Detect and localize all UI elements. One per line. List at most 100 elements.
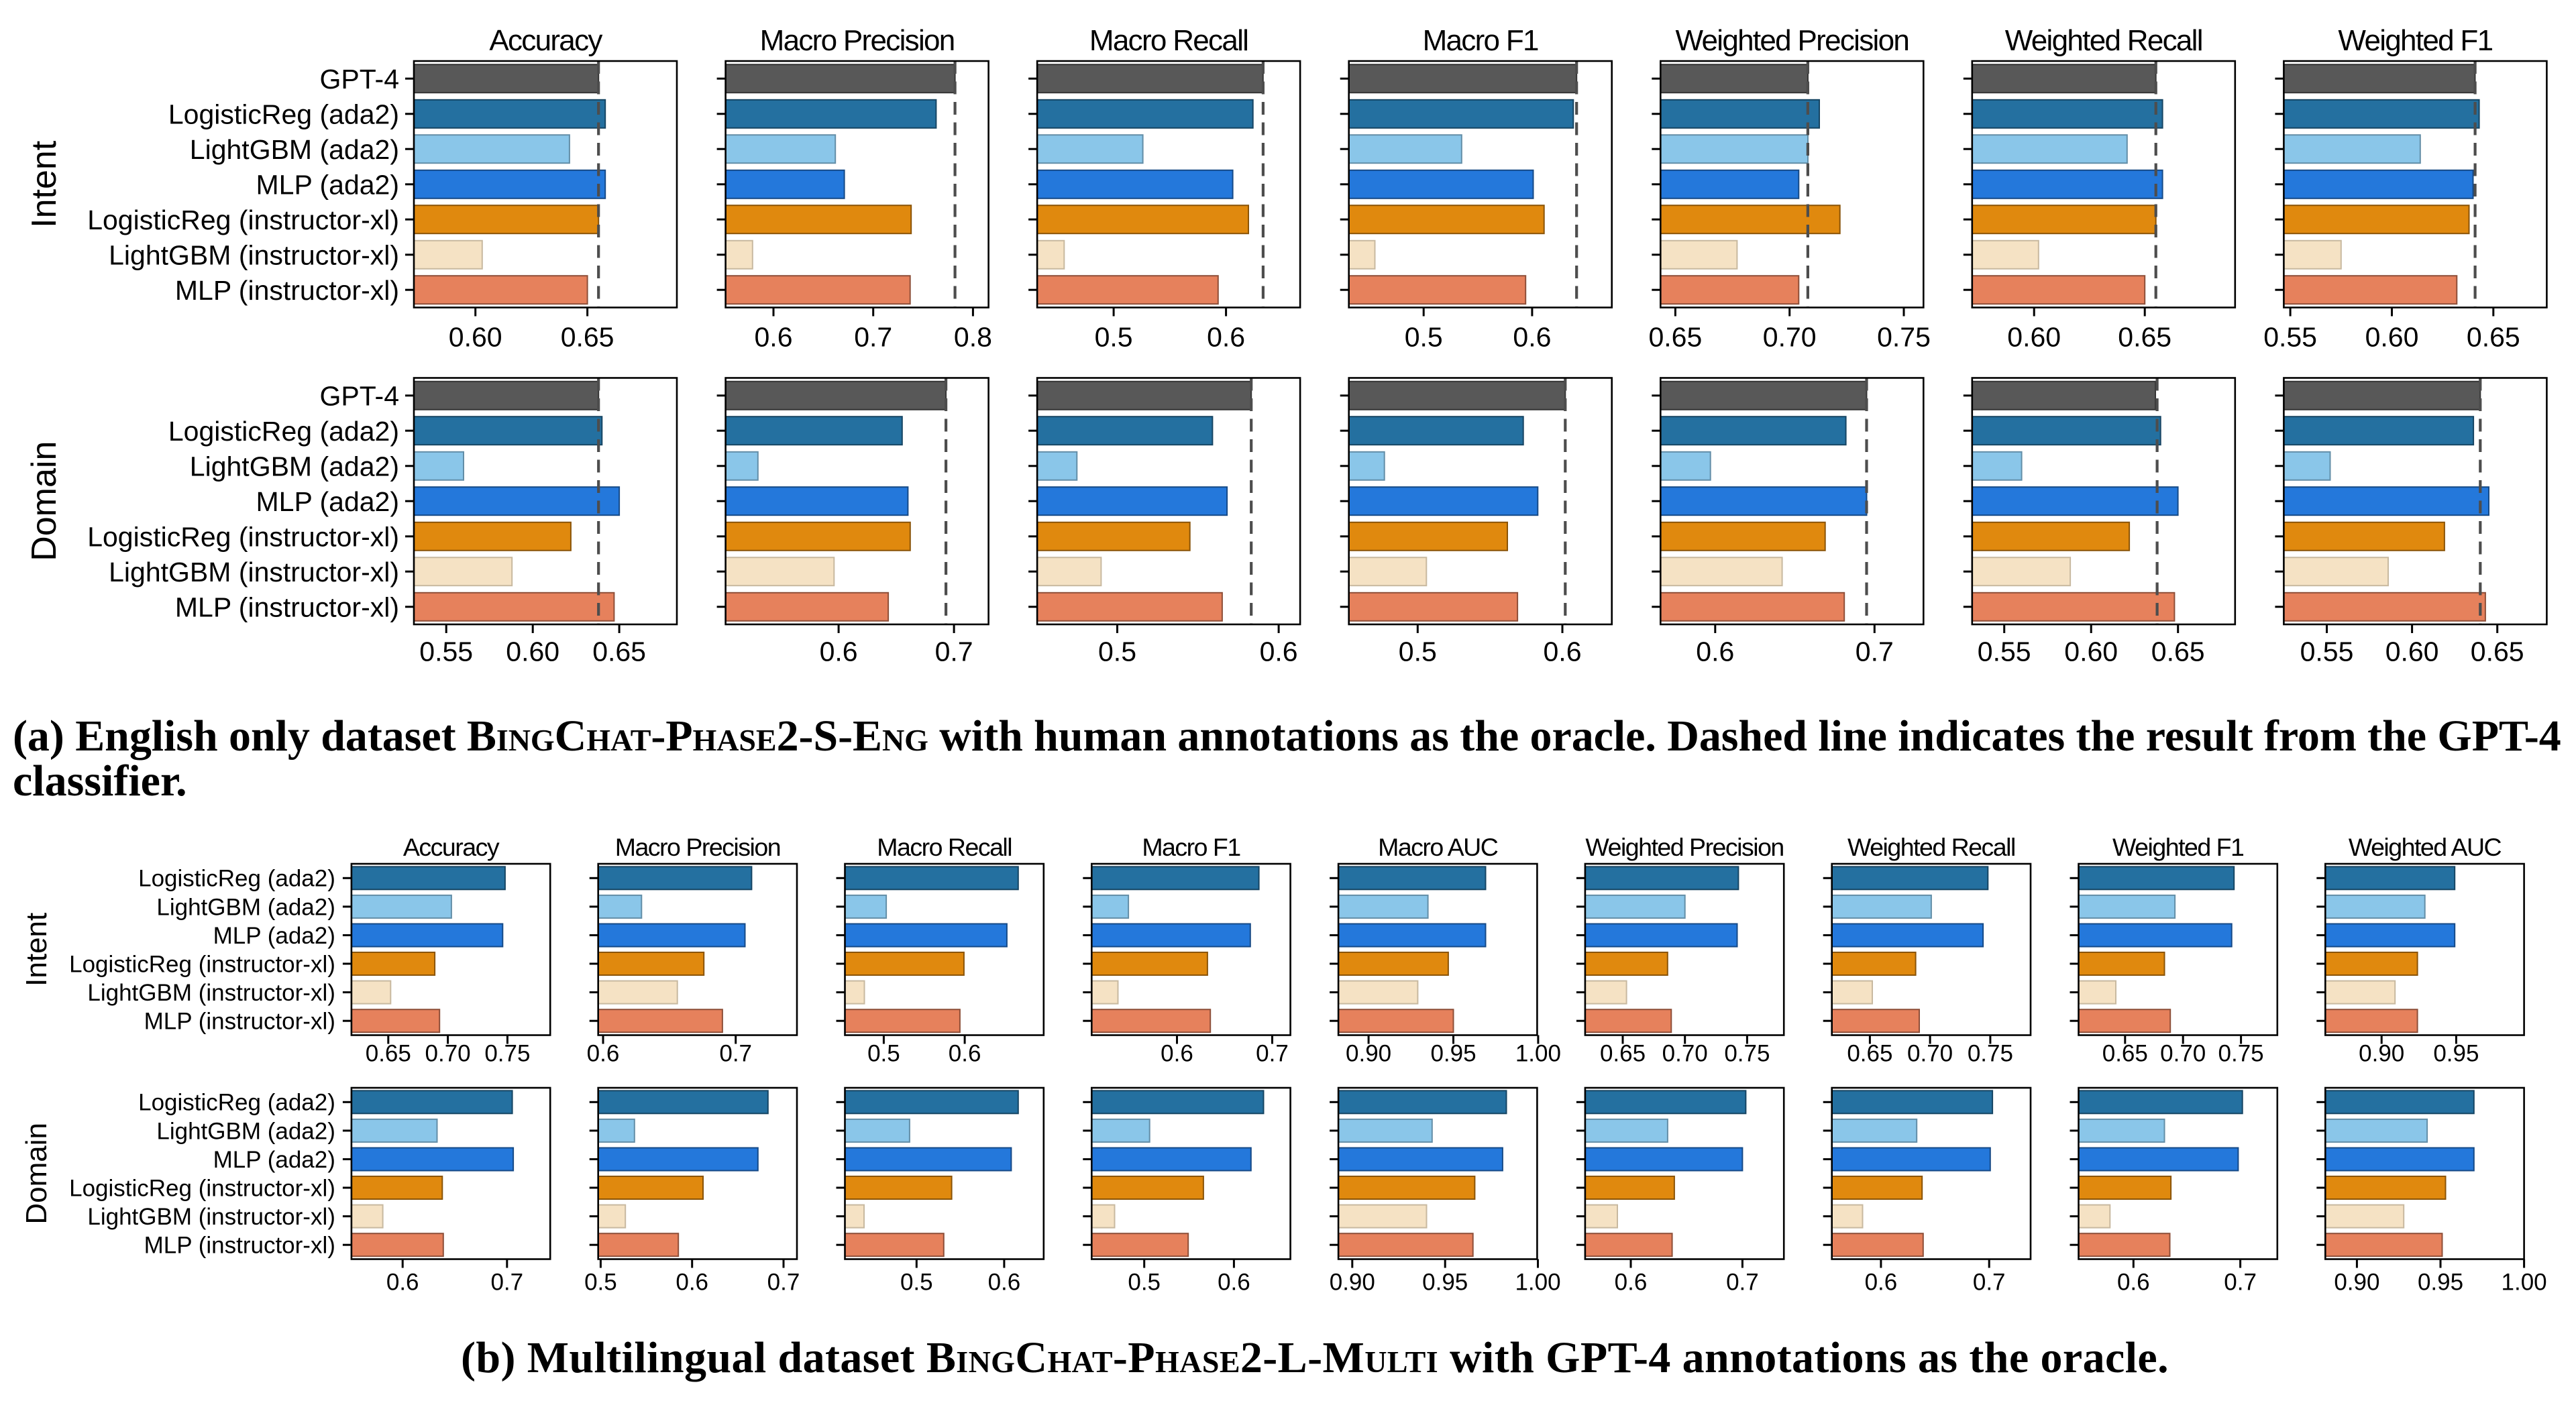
svg-text:0.60: 0.60 — [506, 636, 559, 667]
svg-text:MLP (ada2): MLP (ada2) — [256, 169, 399, 200]
svg-text:0.60: 0.60 — [2365, 322, 2419, 353]
svg-text:LightGBM (ada2): LightGBM (ada2) — [156, 894, 335, 920]
svg-text:LightGBM (instructor-xl): LightGBM (instructor-xl) — [109, 557, 399, 587]
svg-text:LightGBM (ada2): LightGBM (ada2) — [190, 451, 399, 482]
svg-text:0.55: 0.55 — [2263, 322, 2317, 353]
svg-text:Weighted Recall: Weighted Recall — [1847, 833, 2015, 861]
svg-text:0.8: 0.8 — [954, 322, 992, 353]
svg-text:0.75: 0.75 — [1724, 1040, 1770, 1066]
svg-text:Macro F1: Macro F1 — [1142, 833, 1240, 861]
svg-text:0.7: 0.7 — [490, 1269, 523, 1295]
svg-text:0.65: 0.65 — [2151, 636, 2205, 667]
svg-text:Macro Recall: Macro Recall — [1089, 24, 1248, 57]
svg-text:Weighted Precision: Weighted Precision — [1675, 24, 1909, 57]
svg-text:LogisticReg (instructor-xl): LogisticReg (instructor-xl) — [87, 521, 399, 552]
svg-text:LightGBM (ada2): LightGBM (ada2) — [190, 134, 399, 165]
svg-text:0.6: 0.6 — [820, 636, 858, 667]
svg-text:0.55: 0.55 — [1978, 636, 2031, 667]
svg-text:LogisticReg (ada2): LogisticReg (ada2) — [138, 1090, 335, 1116]
svg-text:Macro F1: Macro F1 — [1423, 24, 1538, 57]
svg-text:0.75: 0.75 — [1877, 322, 1931, 353]
svg-text:0.6: 0.6 — [755, 322, 793, 353]
svg-text:0.95: 0.95 — [1422, 1269, 1468, 1295]
svg-text:0.55: 0.55 — [2300, 636, 2354, 667]
svg-text:LogisticReg (instructor-xl): LogisticReg (instructor-xl) — [87, 205, 399, 235]
svg-text:LogisticReg (ada2): LogisticReg (ada2) — [168, 416, 399, 447]
svg-text:0.6: 0.6 — [949, 1040, 981, 1066]
svg-text:Macro Precision: Macro Precision — [760, 24, 955, 57]
svg-text:0.95: 0.95 — [2418, 1269, 2463, 1295]
svg-text:0.75: 0.75 — [484, 1040, 530, 1066]
svg-text:0.5: 0.5 — [867, 1040, 900, 1066]
svg-text:0.7: 0.7 — [935, 636, 973, 667]
svg-text:1.00: 1.00 — [2502, 1269, 2547, 1295]
svg-text:Intent: Intent — [25, 140, 64, 228]
svg-text:0.70: 0.70 — [1907, 1040, 1953, 1066]
svg-text:0.65: 0.65 — [2467, 322, 2520, 353]
svg-text:0.5: 0.5 — [1399, 636, 1437, 667]
svg-text:0.6: 0.6 — [988, 1269, 1021, 1295]
svg-text:0.6: 0.6 — [1544, 636, 1582, 667]
svg-text:Macro Precision: Macro Precision — [615, 833, 780, 861]
svg-text:GPT-4: GPT-4 — [320, 380, 399, 411]
svg-text:0.5: 0.5 — [900, 1269, 933, 1295]
svg-text:LightGBM (ada2): LightGBM (ada2) — [156, 1118, 335, 1144]
svg-text:0.7: 0.7 — [1726, 1269, 1759, 1295]
svg-text:MLP (instructor-xl): MLP (instructor-xl) — [175, 592, 399, 622]
svg-text:1.00: 1.00 — [1515, 1040, 1561, 1066]
svg-text:0.90: 0.90 — [2359, 1040, 2404, 1066]
svg-text:0.7: 0.7 — [1856, 636, 1894, 667]
svg-text:0.5: 0.5 — [1405, 322, 1443, 353]
svg-text:0.7: 0.7 — [767, 1269, 800, 1295]
svg-text:0.65: 0.65 — [2102, 1040, 2148, 1066]
svg-text:Intent: Intent — [20, 913, 53, 987]
svg-text:0.5: 0.5 — [1098, 636, 1136, 667]
svg-text:0.60: 0.60 — [2064, 636, 2118, 667]
svg-text:MLP (instructor-xl): MLP (instructor-xl) — [175, 275, 399, 306]
svg-text:0.6: 0.6 — [676, 1269, 708, 1295]
svg-text:0.55: 0.55 — [419, 636, 473, 667]
svg-text:LightGBM (instructor-xl): LightGBM (instructor-xl) — [87, 1204, 335, 1230]
svg-text:0.5: 0.5 — [584, 1269, 617, 1295]
svg-text:0.65: 0.65 — [2471, 636, 2524, 667]
svg-text:0.7: 0.7 — [719, 1040, 752, 1066]
svg-text:LightGBM (instructor-xl): LightGBM (instructor-xl) — [87, 980, 335, 1006]
svg-text:LightGBM (instructor-xl): LightGBM (instructor-xl) — [109, 239, 399, 270]
svg-text:0.6: 0.6 — [386, 1269, 419, 1295]
svg-text:0.6: 0.6 — [1696, 636, 1734, 667]
svg-text:0.6: 0.6 — [2117, 1269, 2150, 1295]
svg-text:0.60: 0.60 — [449, 322, 502, 353]
svg-text:LogisticReg (instructor-xl): LogisticReg (instructor-xl) — [69, 1176, 335, 1202]
svg-text:GPT-4: GPT-4 — [320, 64, 399, 95]
svg-text:0.65: 0.65 — [592, 636, 646, 667]
svg-text:0.65: 0.65 — [1847, 1040, 1892, 1066]
svg-text:0.7: 0.7 — [854, 322, 892, 353]
svg-text:0.65: 0.65 — [1600, 1040, 1646, 1066]
svg-text:0.70: 0.70 — [425, 1040, 471, 1066]
svg-text:0.7: 0.7 — [2224, 1269, 2257, 1295]
svg-text:0.60: 0.60 — [2385, 636, 2439, 667]
svg-text:0.65: 0.65 — [561, 322, 614, 353]
svg-text:0.90: 0.90 — [2334, 1269, 2379, 1295]
svg-text:0.95: 0.95 — [2433, 1040, 2479, 1066]
svg-text:0.70: 0.70 — [2160, 1040, 2206, 1066]
svg-text:0.7: 0.7 — [1256, 1040, 1289, 1066]
svg-text:0.6: 0.6 — [1161, 1040, 1193, 1066]
svg-text:0.70: 0.70 — [1662, 1040, 1708, 1066]
svg-text:0.6: 0.6 — [1260, 636, 1298, 667]
svg-text:0.6: 0.6 — [1865, 1269, 1898, 1295]
svg-text:Domain: Domain — [25, 441, 64, 561]
svg-text:0.6: 0.6 — [1513, 322, 1551, 353]
svg-text:0.6: 0.6 — [587, 1040, 620, 1066]
svg-text:0.60: 0.60 — [2007, 322, 2061, 353]
svg-text:0.6: 0.6 — [1218, 1269, 1250, 1295]
svg-text:Weighted F1: Weighted F1 — [2338, 24, 2492, 57]
svg-text:0.65: 0.65 — [366, 1040, 411, 1066]
svg-text:0.65: 0.65 — [1648, 322, 1702, 353]
svg-text:0.5: 0.5 — [1095, 322, 1133, 353]
svg-text:Macro AUC: Macro AUC — [1378, 833, 1498, 861]
svg-text:LogisticReg (ada2): LogisticReg (ada2) — [168, 99, 399, 129]
svg-text:Weighted AUC: Weighted AUC — [2349, 833, 2502, 861]
svg-text:MLP (ada2): MLP (ada2) — [256, 486, 399, 517]
svg-text:Weighted F1: Weighted F1 — [2112, 833, 2244, 861]
